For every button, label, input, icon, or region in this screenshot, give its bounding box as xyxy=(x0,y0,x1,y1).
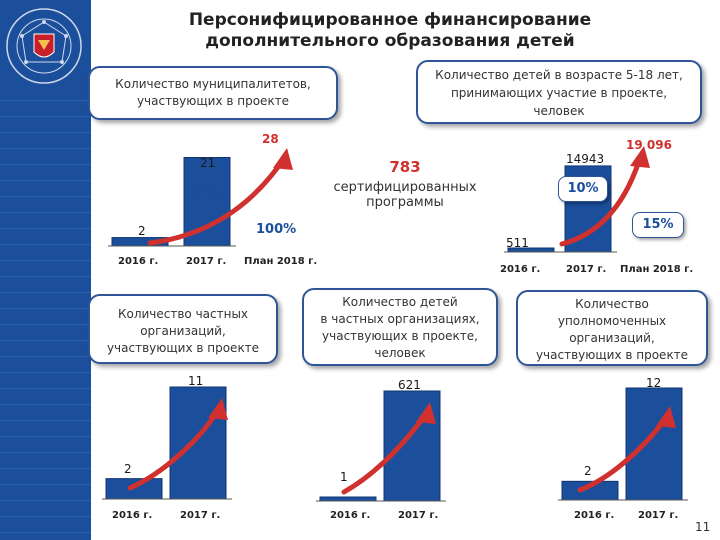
chart-4-bar-2 xyxy=(383,390,441,502)
chart-1-arrow-head xyxy=(273,148,293,170)
sidebar-stripe xyxy=(0,228,91,229)
chart-3-value-label-1: 2 xyxy=(124,462,132,476)
chart-2-growth-arrow xyxy=(559,155,643,247)
chart-1-annotation-1: 75% xyxy=(188,184,220,199)
chart-4-value-label-1: 1 xyxy=(340,470,348,484)
chart-3-arrow-head xyxy=(208,398,228,420)
chart-2-value-label-3: 19 096 xyxy=(626,138,672,152)
sidebar-stripe xyxy=(0,308,91,309)
chart-4-bar-1 xyxy=(319,496,377,502)
sidebar-stripe xyxy=(0,196,91,197)
chart-3-bar-2 xyxy=(169,386,227,500)
sidebar-stripe xyxy=(0,388,91,389)
sidebar-stripe xyxy=(0,212,91,213)
chart-2-annotation-2: 15% xyxy=(632,212,684,238)
private-orgs-box: Количество частных организаций, участвую… xyxy=(88,294,278,364)
sidebar-stripe xyxy=(0,148,91,149)
sidebar-stripe xyxy=(0,484,91,485)
chart-4-value-label-2: 621 xyxy=(398,378,421,392)
chart-2-category-label-3: План 2018 г. xyxy=(620,264,694,275)
chart-3-category-label-2: 2017 г. xyxy=(180,510,221,521)
chart-2-category-label-2: 2017 г. xyxy=(566,264,607,275)
sidebar-stripe xyxy=(0,420,91,421)
sidebar-stripe xyxy=(0,452,91,453)
emblem-logo xyxy=(6,8,82,84)
sidebar-stripe xyxy=(0,532,91,533)
sidebar-stripe xyxy=(0,132,91,133)
sidebar-stripe xyxy=(0,100,91,101)
children-private-box: Количество детей в частных организациях,… xyxy=(302,288,498,366)
chart-3-growth-arrow xyxy=(127,407,221,491)
chart-5-value-label-1: 2 xyxy=(584,464,592,478)
sidebar-stripe xyxy=(0,164,91,165)
chart-5-arrow-head xyxy=(656,406,676,428)
sidebar-stripe xyxy=(0,180,91,181)
sidebar-stripe xyxy=(0,324,91,325)
chart-1-value-label-2: 21 xyxy=(200,156,216,170)
chart-3-value-label-2: 11 xyxy=(188,374,204,388)
chart-3-category-label-1: 2016 г. xyxy=(112,510,153,521)
chart-1-growth-arrow xyxy=(147,157,286,246)
chart-2-arrow-head xyxy=(630,146,650,168)
chart-1-category-label-2: 2017 г. xyxy=(186,256,227,267)
sidebar-stripe xyxy=(0,404,91,405)
sidebar-band xyxy=(0,0,91,540)
sidebar-stripe xyxy=(0,260,91,261)
children-box: Количество детей в возрасте 5-18 лет, пр… xyxy=(416,60,702,124)
sidebar-stripe xyxy=(0,276,91,277)
certified-programs: 783 сертифицированных программы xyxy=(333,158,477,210)
sidebar-stripe xyxy=(0,116,91,117)
authorized-box: Количество уполномоченных организаций, у… xyxy=(516,290,708,366)
chart-5-category-label-2: 2017 г. xyxy=(638,510,679,521)
chart-2-value-label-2: 14943 xyxy=(566,152,605,166)
chart-1-value-label-3: 28 xyxy=(262,132,279,146)
chart-5-bar-2 xyxy=(625,387,683,501)
sidebar-stripe xyxy=(0,340,91,341)
chart-2-value-label-1: 511 xyxy=(506,236,529,250)
chart-1-annotation-2: 100% xyxy=(256,222,297,237)
chart-5-value-label-2: 12 xyxy=(646,376,662,390)
chart-2-annotation-1: 10% xyxy=(558,176,608,202)
sidebar-stripe xyxy=(0,468,91,469)
chart-4-category-label-2: 2017 г. xyxy=(398,510,439,521)
sidebar-stripe xyxy=(0,436,91,437)
chart-1-value-label-1: 2 xyxy=(138,224,146,238)
sidebar-stripe xyxy=(0,516,91,517)
chart-4-arrow-head xyxy=(416,402,436,424)
municipalities-box: Количество муниципалитетов, участвующих … xyxy=(88,66,338,120)
chart-4-category-label-1: 2016 г. xyxy=(330,510,371,521)
sidebar-stripe xyxy=(0,356,91,357)
sidebar-stripe xyxy=(0,500,91,501)
chart-1-category-label-3: План 2018 г. xyxy=(244,256,318,267)
chart-1-category-label-1: 2016 г. xyxy=(118,256,159,267)
page-number: 11 xyxy=(695,520,711,534)
chart-2-category-label-1: 2016 г. xyxy=(500,264,541,275)
page-title: Персонифицированное финансирование допол… xyxy=(188,10,592,51)
chart-5-category-label-1: 2016 г. xyxy=(574,510,615,521)
sidebar-stripe xyxy=(0,244,91,245)
sidebar-stripe xyxy=(0,292,91,293)
sidebar-stripe xyxy=(0,372,91,373)
